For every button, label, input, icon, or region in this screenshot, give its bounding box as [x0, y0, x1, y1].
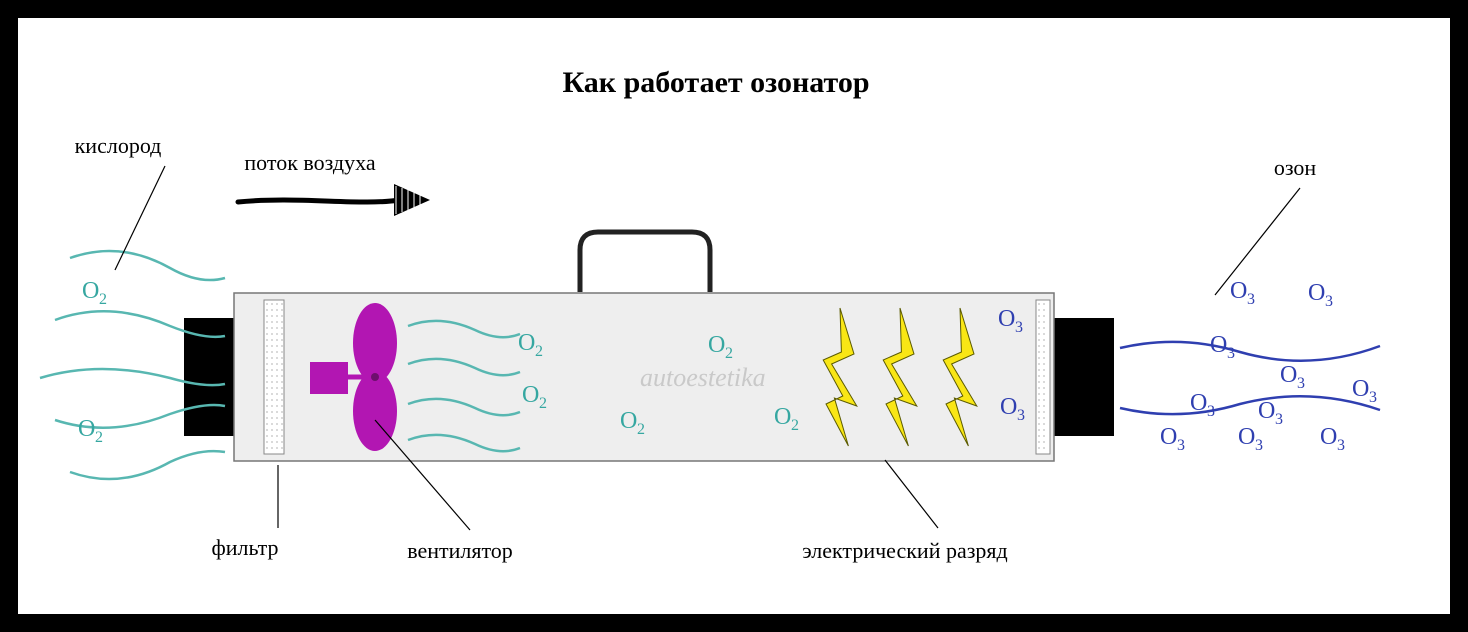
svg-text:O: O	[774, 404, 791, 430]
o2-molecule: O2	[82, 278, 107, 308]
output-ozone-wave	[1120, 342, 1380, 361]
device-handle	[580, 232, 710, 292]
o3-molecule: O3	[1352, 376, 1377, 406]
ozone-label: озон	[1274, 155, 1317, 180]
svg-text:O: O	[1210, 332, 1227, 358]
svg-text:O: O	[1160, 424, 1177, 450]
svg-text:2: 2	[99, 291, 107, 308]
o3-molecule: O3	[1238, 424, 1263, 454]
svg-text:3: 3	[1247, 291, 1255, 308]
svg-text:3: 3	[1207, 403, 1215, 420]
svg-text:O: O	[1258, 398, 1275, 424]
svg-text:3: 3	[1337, 437, 1345, 454]
airflow-arrow-shaft	[238, 200, 400, 202]
intake-air-wave	[70, 251, 225, 280]
discharge-line	[885, 460, 938, 528]
fan-motor	[310, 362, 348, 394]
watermark: autoestetika	[640, 363, 766, 392]
svg-text:2: 2	[539, 395, 547, 412]
fan-blade-bottom	[353, 371, 397, 451]
svg-text:O: O	[1000, 394, 1017, 420]
svg-text:O: O	[1352, 376, 1369, 402]
diagram-frame: Как работает озонаторautoestetikaO2O2O2O…	[18, 18, 1450, 614]
airflow-label: поток воздуха	[244, 150, 375, 175]
discharge-label: электрический разряд	[802, 538, 1008, 563]
svg-text:O: O	[82, 278, 99, 304]
filter-label: фильтр	[211, 535, 278, 560]
svg-text:2: 2	[725, 345, 733, 362]
svg-text:3: 3	[1369, 389, 1377, 406]
device-output-cap	[1054, 318, 1114, 436]
diagram-svg: Как работает озонаторautoestetikaO2O2O2O…	[18, 18, 1450, 614]
svg-text:O: O	[1308, 280, 1325, 306]
svg-text:O: O	[522, 382, 539, 408]
svg-text:3: 3	[1227, 345, 1235, 362]
o3-molecule: O3	[1190, 390, 1215, 420]
o3-molecule: O3	[1160, 424, 1185, 454]
diagram-title: Как работает озонатор	[562, 66, 869, 99]
svg-text:3: 3	[1255, 437, 1263, 454]
o3-molecule: O3	[1210, 332, 1235, 362]
svg-text:O: O	[78, 416, 95, 442]
ozone-line	[1215, 188, 1300, 295]
fan-label: вентилятор	[407, 538, 513, 563]
output-mesh	[1036, 300, 1050, 454]
airflow-arrow-head	[394, 184, 430, 216]
o2-molecule: O2	[78, 416, 103, 446]
o3-molecule: O3	[1258, 398, 1283, 428]
svg-text:O: O	[1238, 424, 1255, 450]
svg-text:2: 2	[95, 429, 103, 446]
svg-text:2: 2	[535, 343, 543, 360]
svg-text:3: 3	[1275, 411, 1283, 428]
svg-text:O: O	[708, 332, 725, 358]
o3-molecule: O3	[1320, 424, 1345, 454]
svg-text:O: O	[518, 330, 535, 356]
o3-molecule: O3	[1230, 278, 1255, 308]
svg-text:3: 3	[1297, 375, 1305, 392]
svg-text:O: O	[620, 408, 637, 434]
output-ozone-wave	[1120, 396, 1380, 414]
svg-text:3: 3	[1325, 293, 1333, 310]
svg-text:O: O	[1230, 278, 1247, 304]
svg-text:3: 3	[1015, 319, 1023, 336]
o3-molecule: O3	[1308, 280, 1333, 310]
o3-molecule: O3	[1280, 362, 1305, 392]
svg-text:O: O	[1320, 424, 1337, 450]
svg-text:O: O	[1280, 362, 1297, 388]
svg-text:2: 2	[791, 417, 799, 434]
oxygen-label: кислород	[75, 133, 162, 158]
svg-text:3: 3	[1177, 437, 1185, 454]
svg-text:3: 3	[1017, 407, 1025, 424]
svg-text:O: O	[998, 306, 1015, 332]
svg-text:O: O	[1190, 390, 1207, 416]
intake-air-wave	[70, 451, 225, 479]
svg-text:2: 2	[637, 421, 645, 438]
